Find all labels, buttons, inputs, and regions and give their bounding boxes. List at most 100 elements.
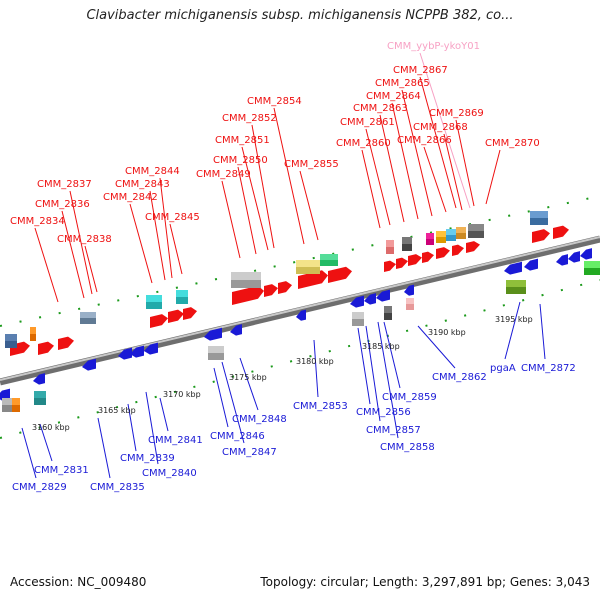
reverse-gene-arrow[interactable] — [404, 284, 414, 296]
gene-label[interactable]: CMM_2856 — [356, 407, 411, 418]
gene-label[interactable]: CMM_2869 — [429, 108, 484, 119]
forward-gene-arrow[interactable] — [38, 341, 54, 355]
gene-label[interactable]: CMM_2852 — [222, 113, 277, 124]
gene-label[interactable]: CMM_2846 — [210, 431, 265, 442]
gene-label[interactable]: CMM_2861 — [340, 117, 395, 128]
gene-label[interactable]: CMM_2847 — [222, 447, 277, 458]
gene-label[interactable]: CMM_2843 — [115, 179, 170, 190]
forward-gene-arrow[interactable] — [408, 254, 422, 266]
reverse-gene-arrow[interactable] — [350, 295, 364, 308]
forward-gene-arrow[interactable] — [183, 307, 197, 320]
gene-label[interactable]: CMM_2863 — [353, 103, 408, 114]
gene-label[interactable]: CMM_2836 — [35, 199, 90, 210]
gene-label[interactable]: CMM_2865 — [375, 78, 430, 89]
misc-feature[interactable] — [231, 272, 261, 288]
reverse-gene-arrow[interactable] — [82, 358, 96, 371]
reverse-gene-arrow[interactable] — [556, 254, 568, 266]
reverse-gene-arrow[interactable] — [130, 345, 144, 358]
gene-label[interactable]: CMM_2834 — [10, 216, 65, 227]
forward-gene-arrow[interactable] — [436, 247, 450, 259]
misc-feature[interactable] — [506, 280, 526, 294]
gene-label[interactable]: pgaA — [490, 363, 516, 374]
misc-feature[interactable] — [176, 290, 188, 304]
misc-feature[interactable] — [352, 312, 364, 326]
misc-feature[interactable] — [384, 306, 392, 320]
gene-label[interactable]: CMM_2842 — [103, 192, 158, 203]
gene-label[interactable]: CMM_2857 — [366, 425, 421, 436]
forward-gene-arrow[interactable] — [298, 270, 328, 289]
misc-feature[interactable] — [456, 227, 466, 239]
gene-label[interactable]: CMM_2840 — [142, 468, 197, 479]
misc-feature[interactable] — [436, 231, 446, 243]
reverse-gene-arrow[interactable] — [504, 261, 522, 275]
forward-gene-arrow[interactable] — [168, 309, 184, 323]
misc-feature[interactable] — [146, 295, 162, 309]
gene-label[interactable]: CMM_2872 — [521, 363, 576, 374]
forward-gene-arrow[interactable] — [384, 260, 396, 272]
gene-label[interactable]: CMM_2829 — [12, 482, 67, 493]
gene-label[interactable]: CMM_2868 — [413, 122, 468, 133]
gene-label[interactable]: CMM_2867 — [393, 65, 448, 76]
gene-label[interactable]: CMM_2859 — [382, 392, 437, 403]
reverse-gene-arrow[interactable] — [376, 289, 390, 302]
forward-gene-arrow[interactable] — [422, 251, 434, 263]
misc-feature[interactable] — [386, 240, 394, 254]
gene-label[interactable]: CMM_2854 — [247, 96, 302, 107]
misc-feature[interactable] — [446, 229, 456, 241]
misc-feature[interactable] — [12, 398, 20, 412]
gene-label[interactable]: CMM_2839 — [120, 453, 175, 464]
misc-feature[interactable] — [208, 346, 224, 360]
forward-gene-arrow[interactable] — [232, 285, 264, 305]
gene-label[interactable]: CMM_2866 — [397, 135, 452, 146]
reverse-gene-arrow[interactable] — [144, 342, 158, 355]
reverse-gene-arrow[interactable] — [204, 327, 222, 341]
misc-feature[interactable] — [296, 260, 320, 274]
misc-feature[interactable] — [30, 327, 36, 341]
gene-label[interactable]: CMM_2845 — [145, 212, 200, 223]
gene-label[interactable]: CMM_2851 — [215, 135, 270, 146]
misc-feature[interactable] — [468, 224, 484, 238]
reverse-gene-arrow[interactable] — [568, 251, 580, 263]
gene-label[interactable]: CMM_2850 — [213, 155, 268, 166]
reverse-gene-arrow[interactable] — [296, 309, 306, 321]
gene-label[interactable]: CMM_2841 — [148, 435, 203, 446]
gene-label[interactable]: CMM_2835 — [90, 482, 145, 493]
forward-gene-arrow[interactable] — [452, 244, 464, 256]
reverse-gene-arrow[interactable] — [118, 347, 132, 360]
gene-label[interactable]: CMM_2855 — [284, 159, 339, 170]
gene-label[interactable]: CMM_2864 — [366, 91, 421, 102]
gene-label[interactable]: CMM_2848 — [232, 414, 287, 425]
pseudo-gene-label[interactable]: CMM_yybP-ykoY01 — [387, 41, 480, 52]
forward-gene-arrow[interactable] — [553, 225, 569, 239]
misc-feature[interactable] — [402, 237, 412, 251]
gene-label[interactable]: CMM_2838 — [57, 234, 112, 245]
reverse-gene-arrow[interactable] — [364, 293, 376, 305]
misc-feature[interactable] — [584, 261, 600, 275]
forward-gene-arrow[interactable] — [466, 241, 480, 253]
reverse-gene-arrow[interactable] — [524, 258, 538, 271]
gene-label[interactable]: CMM_2831 — [34, 465, 89, 476]
misc-feature[interactable] — [2, 398, 14, 412]
gene-label[interactable]: CMM_2860 — [336, 138, 391, 149]
misc-feature[interactable] — [426, 233, 434, 245]
forward-gene-arrow[interactable] — [532, 229, 550, 243]
gene-label[interactable]: CMM_2853 — [293, 401, 348, 412]
gene-label[interactable]: CMM_2837 — [37, 179, 92, 190]
misc-feature[interactable] — [80, 312, 96, 324]
forward-gene-arrow[interactable] — [328, 266, 352, 283]
reverse-gene-arrow[interactable] — [0, 388, 10, 401]
forward-gene-arrow[interactable] — [150, 314, 168, 328]
misc-feature[interactable] — [406, 298, 414, 310]
forward-gene-arrow[interactable] — [58, 336, 74, 350]
gene-label[interactable]: CMM_2844 — [125, 166, 180, 177]
misc-feature[interactable] — [34, 391, 46, 405]
gene-label[interactable]: CMM_2858 — [380, 442, 435, 453]
gene-label[interactable]: CMM_2870 — [485, 138, 540, 149]
misc-feature[interactable] — [320, 254, 338, 266]
reverse-gene-arrow[interactable] — [230, 324, 242, 336]
reverse-gene-arrow[interactable] — [33, 373, 45, 385]
forward-gene-arrow[interactable] — [264, 284, 278, 297]
forward-gene-arrow[interactable] — [278, 281, 292, 294]
gene-label[interactable]: CMM_2862 — [432, 372, 487, 383]
gene-label[interactable]: CMM_2849 — [196, 169, 251, 180]
